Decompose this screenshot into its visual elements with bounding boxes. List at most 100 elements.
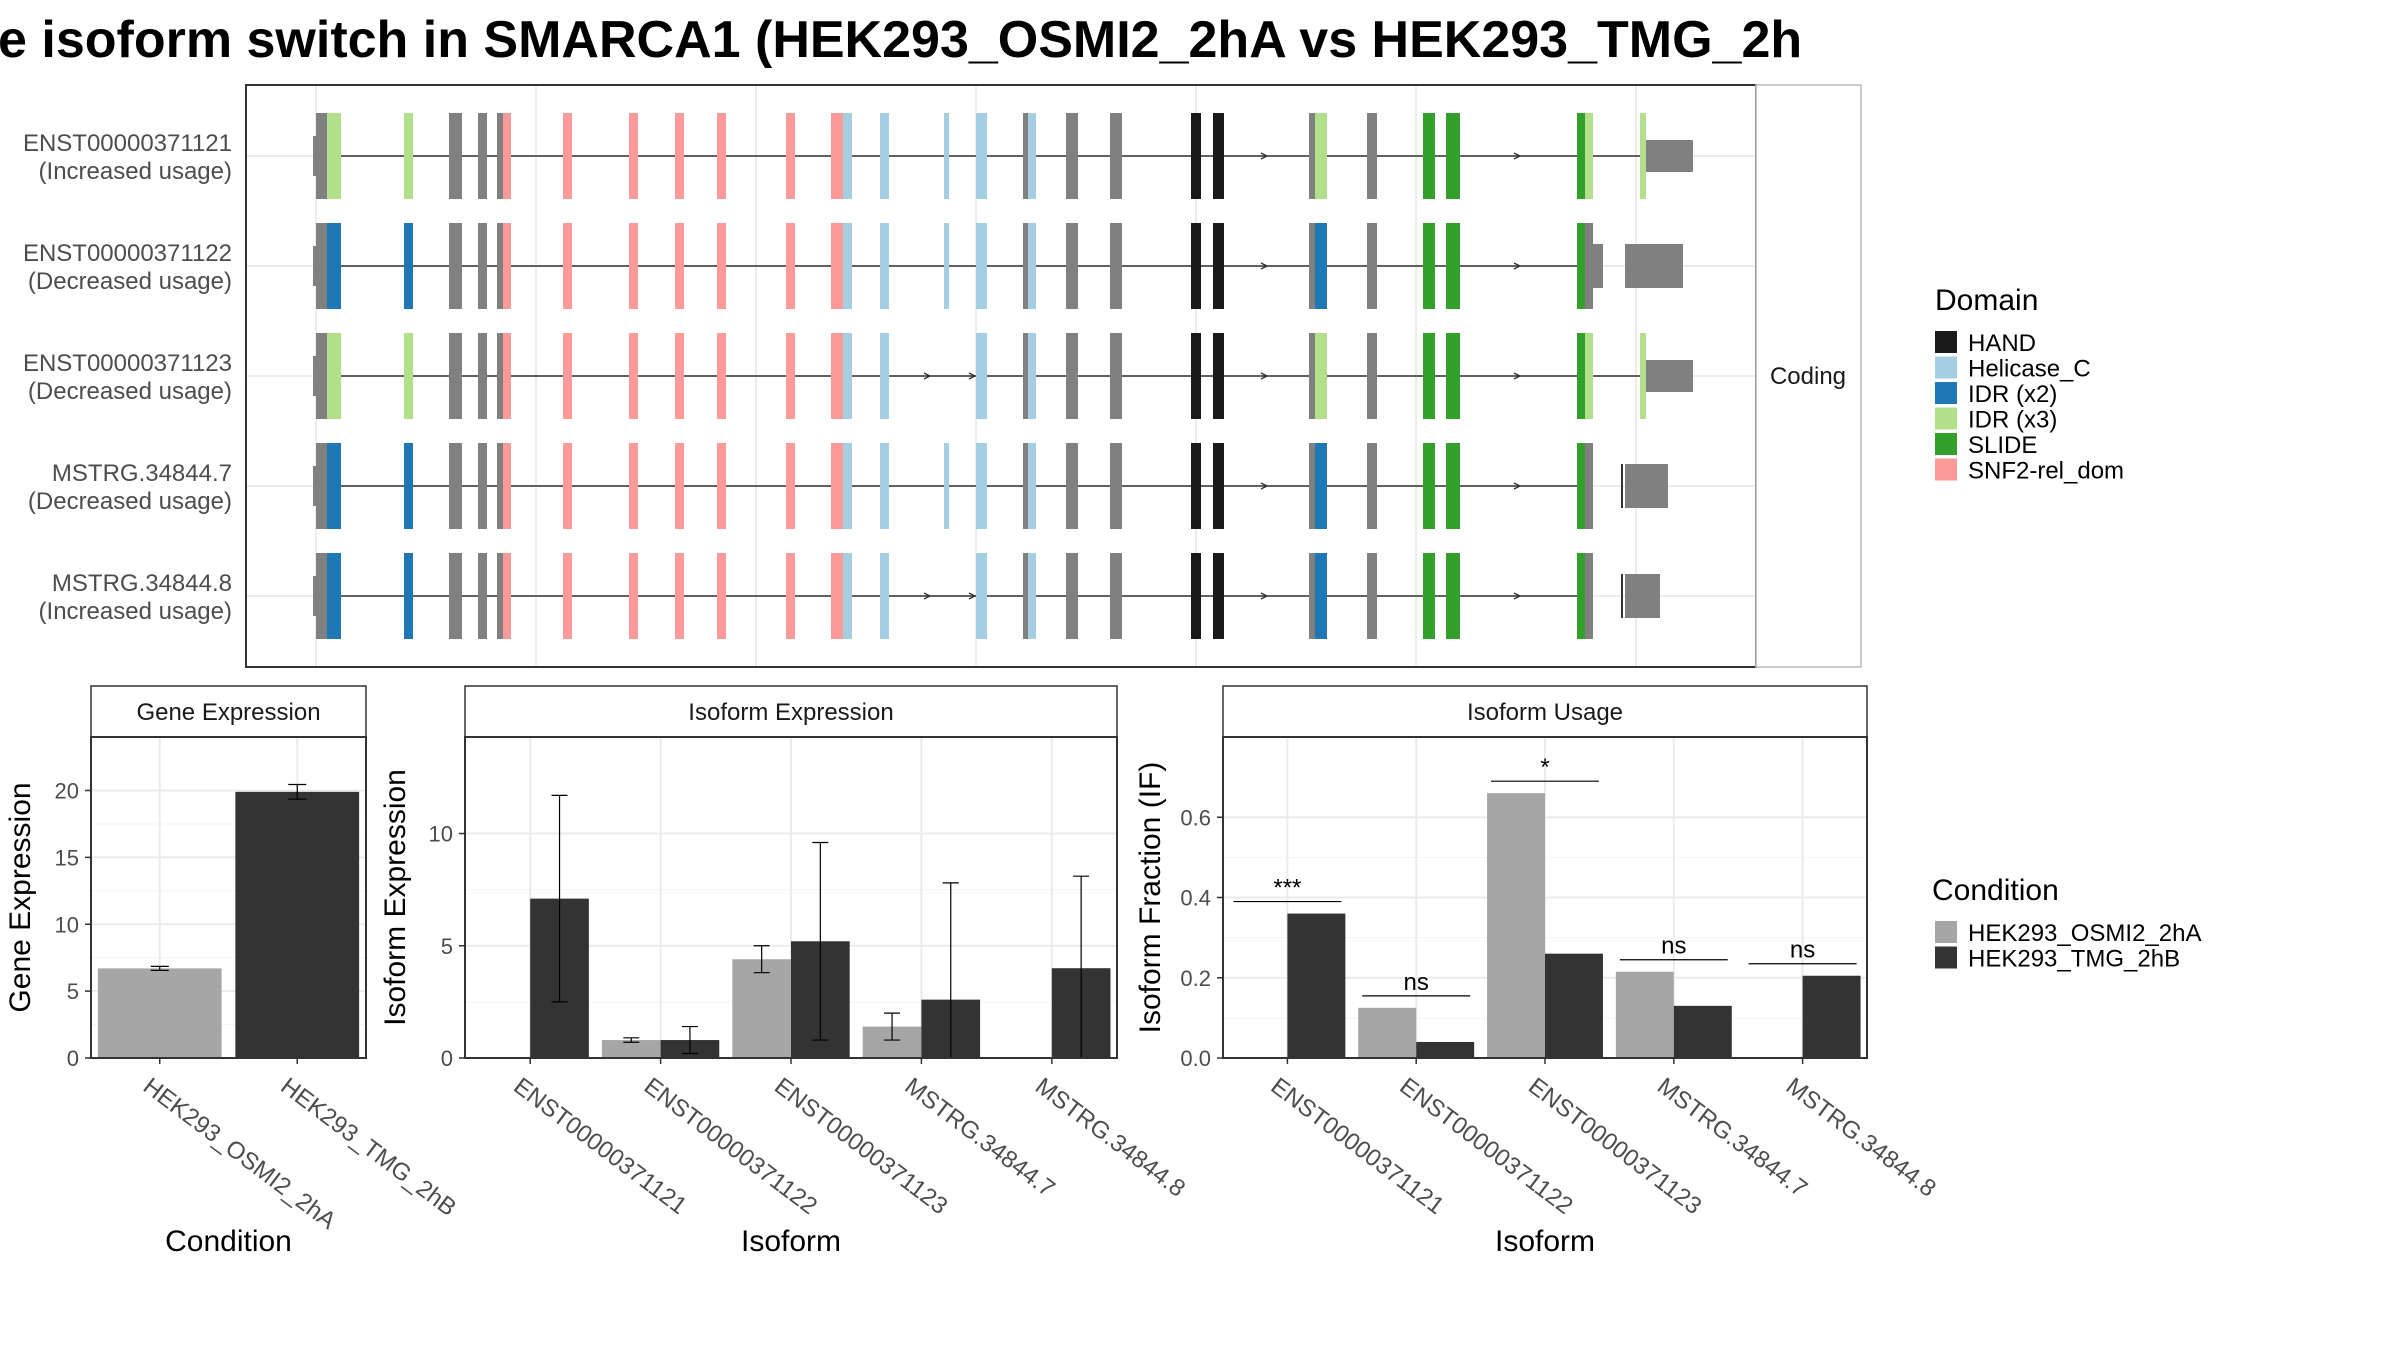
exon-block [478,553,487,639]
exon-block [404,553,413,639]
exon-block [478,443,487,529]
y-tick-label: 0.0 [1180,1046,1211,1071]
exon-block [1066,333,1078,419]
exon-block [503,223,511,309]
y-tick-label: 5 [67,979,79,1004]
exon-block [1423,333,1435,419]
exon-block [1066,223,1078,309]
exon-block [1213,223,1224,309]
significance-label: *** [1273,875,1301,902]
exon-block [675,113,684,199]
exon-block [629,333,638,419]
figure-title: e isoform switch in SMARCA1 (HEK293_OSMI… [0,11,1802,69]
strand-arrow [923,592,932,600]
exon-block [563,443,572,529]
significance-label: ns [1404,969,1429,996]
y-axis-title: Isoform Fraction (IF) [1134,762,1167,1034]
bar [1545,953,1603,1058]
exon-block [1110,553,1122,639]
exon-block [1028,113,1036,199]
exon-block [1023,553,1028,639]
isoform-usage-label: (Decreased usage) [28,268,232,295]
domain-legend-label: HAND [1968,330,2036,357]
exon-block [675,443,684,529]
exon-block [1023,333,1028,419]
y-tick-label: 0.4 [1180,886,1211,911]
panel-strip-label: Isoform Usage [1467,699,1623,726]
strand-arrow [1513,372,1522,380]
strand-arrow [1260,372,1269,380]
exon-block [717,223,726,309]
bar [97,968,222,1058]
y-tick-label: 15 [55,845,79,870]
y-axis-title: Isoform Expression [379,769,412,1026]
exon-block [478,333,487,419]
exon-block [786,553,795,639]
utr-block [1646,140,1693,172]
y-tick-label: 20 [55,779,79,804]
exon-block [449,223,456,309]
strand-arrow [1513,262,1522,270]
x-axis-title: Isoform [741,1225,841,1258]
exon-block [1585,553,1593,639]
bar-charts: Gene Expression05101520HEK293_OSMI2_2hAH… [4,685,1941,1258]
exon-block [327,223,341,309]
chart-panel: Isoform Expression0510ENST00000371121ENS… [379,685,1190,1258]
strand-arrow [1513,592,1522,600]
exon-block [1367,113,1377,199]
isoform-id-label: MSTRG.34844.8 [52,570,232,597]
exon-block [456,443,462,529]
bar [1487,793,1545,1058]
condition-legend-title: Condition [1932,874,2059,907]
exon-block [478,223,487,309]
isoform-track [313,443,1668,529]
exon-block [449,443,456,529]
strand-arrow [1260,482,1269,490]
exon-block [944,443,949,529]
exon-block [449,553,456,639]
panel-strip [90,685,367,738]
exon-block [1446,443,1460,529]
exon-block [1213,443,1224,529]
strand-arrow [968,372,977,380]
y-tick-label: 0.6 [1180,805,1211,830]
exon-block [563,223,572,309]
exon-block [327,333,341,419]
exon-block [629,443,638,529]
isoform-id-label: MSTRG.34844.7 [52,460,232,487]
exon-block [1110,333,1122,419]
domain-legend-swatch [1935,382,1957,404]
exon-block [1110,443,1122,529]
condition-legend-label: HEK293_TMG_2hB [1968,946,2180,973]
exon-block [404,443,413,529]
y-axis-title: Gene Expression [4,782,37,1012]
exon-block [976,333,987,419]
exon-block [976,443,987,529]
exon-block [1593,244,1603,288]
exon-block [1066,113,1078,199]
exon-block [1423,443,1435,529]
isoform-id-label: ENST00000371122 [23,240,232,267]
exon-block [1191,553,1201,639]
exon-block [1028,333,1036,419]
exon-block [843,223,852,309]
panel-strip [1222,685,1868,738]
exon-block [1315,443,1327,529]
exon-block [717,333,726,419]
exon-block [1213,333,1224,419]
exon-block [1191,333,1201,419]
utr-block [1625,464,1668,508]
isoform-usage-label: (Decreased usage) [28,488,232,515]
bar [1287,913,1346,1058]
panel-strip-label: Gene Expression [136,699,320,726]
exon-block [1110,113,1122,199]
isoform-track [313,333,1693,419]
exon-block [786,113,795,199]
exon-block [1028,443,1036,529]
exon-block [1640,333,1646,419]
exon-block [880,553,889,639]
strand-arrow [968,592,977,600]
domain-legend-title: Domain [1935,284,2038,317]
exon-block [1446,333,1460,419]
exon-block [1577,223,1585,309]
